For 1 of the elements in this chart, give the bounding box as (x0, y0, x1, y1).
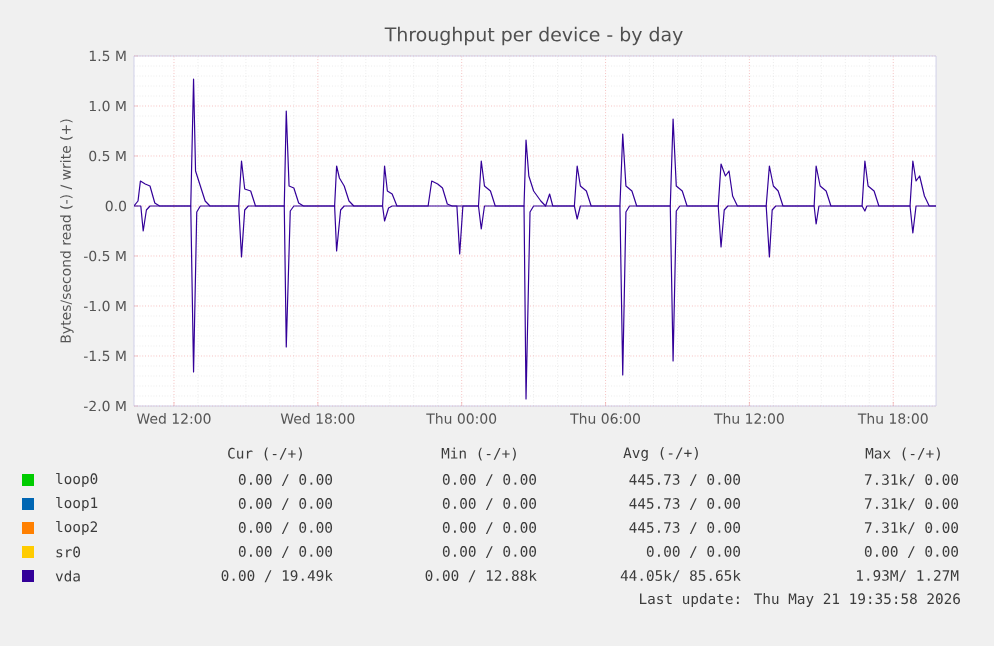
chart-title: Throughput per device - by day (384, 26, 683, 46)
